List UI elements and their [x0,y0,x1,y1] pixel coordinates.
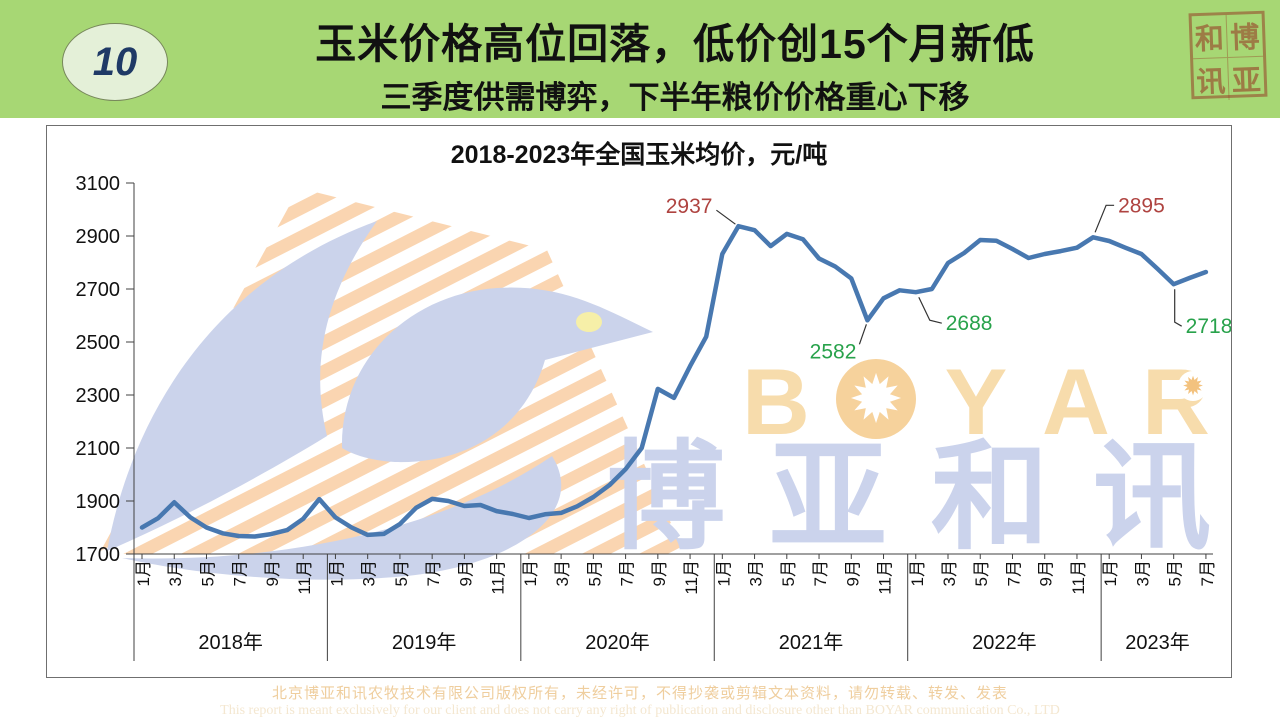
footer-disclaimer-cn: 北京博亚和讯农牧技术有限公司版权所有，未经许可，不得抄袭或剪辑文本资料，请勿转载… [271,685,1008,702]
svg-text:2021年: 2021年 [779,631,844,654]
svg-text:1月: 1月 [134,560,153,586]
svg-text:7月: 7月 [1198,560,1217,586]
chart-panel: 2018-2023年全国玉米均价，元/吨 B Y A R ✹ ✹ 博亚和讯 3100 2900 2… [46,125,1232,678]
annotations: 2937 2582 2688 2895 2718 [666,194,1231,363]
seal-char: 亚 [1231,64,1262,98]
svg-text:3100: 3100 [76,173,121,195]
svg-text:2900: 2900 [76,226,121,248]
svg-text:2023年: 2023年 [1125,631,1190,654]
svg-text:7月: 7月 [811,560,830,586]
svg-text:7月: 7月 [424,560,443,586]
svg-text:2718: 2718 [1186,315,1231,338]
company-seal-icon: 和 博 讯 亚 [1188,10,1268,102]
price-series-line [139,223,1209,539]
svg-text:Y: Y [945,349,1008,454]
svg-text:2895: 2895 [1118,194,1165,217]
svg-text:讯: 讯 [1093,432,1211,564]
svg-text:5月: 5月 [972,560,991,586]
svg-text:1月: 1月 [1101,560,1120,586]
boyar-watermark: B Y A R✹ ✹ [742,349,1210,454]
bird-logo-watermark [107,221,653,580]
svg-text:2100: 2100 [76,438,121,460]
svg-text:11月: 11月 [682,560,701,595]
chart-title: 2018-2023年全国玉米均价，元/吨 [450,141,828,169]
svg-text:7月: 7月 [618,560,637,586]
svg-text:3月: 3月 [1133,560,1152,586]
svg-text:2018年: 2018年 [198,631,263,654]
slide-title: 玉米价格高位回落，低价创15个月新低 [315,21,1035,67]
svg-text:B: B [742,349,810,454]
svg-text:2019年: 2019年 [392,631,457,654]
svg-text:3月: 3月 [747,560,766,586]
svg-text:9月: 9月 [650,560,669,586]
page-number-badge: 10 [62,23,168,101]
svg-text:2300: 2300 [76,385,121,407]
svg-text:2688: 2688 [946,312,993,335]
page-number: 10 [92,39,138,84]
svg-text:9月: 9月 [843,560,862,586]
brand-cn-watermark: 博亚和讯 [607,432,1211,564]
seal-char: 讯 [1193,57,1230,102]
svg-text:11月: 11月 [489,560,508,595]
x-axis-labels: 1月 3月 5月 7月 9月 11月 2018年 1月 3月 5月 7月 9月 11月 2019年 1月 3月… [134,554,1217,654]
svg-text:2700: 2700 [76,279,121,301]
svg-text:9月: 9月 [263,560,282,586]
svg-text:5月: 5月 [198,560,217,586]
axes [126,182,1213,661]
svg-text:✹: ✹ [848,362,903,436]
svg-text:1月: 1月 [521,560,540,586]
svg-text:3月: 3月 [940,560,959,586]
slide-header: 10 玉米价格高位回落，低价创15个月新低 三季度供需博弈，下半年粮价价格重心下… [0,0,1280,118]
svg-text:R: R [1142,349,1210,454]
y-axis-labels: 3100 2900 2700 2500 2300 2100 1900 1700 [76,173,121,566]
svg-text:3月: 3月 [553,560,572,586]
svg-text:5月: 5月 [1166,560,1185,586]
svg-text:5月: 5月 [585,560,604,586]
svg-text:11月: 11月 [1069,560,1088,595]
svg-text:11月: 11月 [876,560,895,595]
svg-text:2500: 2500 [76,332,121,354]
corn-price-line-chart: B Y A R✹ ✹博亚和讯310029002700250023002100190017… [76,173,1231,661]
slide-subtitle: 三季度供需博弈，下半年粮价价格重心下移 [380,80,970,115]
footer: 北京博亚和讯农牧技术有限公司版权所有，未经许可，不得抄袭或剪辑文本资料，请勿转载… [0,682,1280,719]
svg-text:9月: 9月 [456,560,475,586]
svg-text:9月: 9月 [1037,560,1056,586]
svg-text:博: 博 [607,432,725,564]
svg-text:3月: 3月 [166,560,185,586]
svg-text:1月: 1月 [714,560,733,586]
svg-text:1700: 1700 [76,544,121,566]
svg-text:1月: 1月 [327,560,346,586]
footer-disclaimer-en: This report is meant exclusively for our… [220,703,1060,718]
svg-text:2020年: 2020年 [585,631,650,654]
svg-text:3月: 3月 [360,560,379,586]
seal-char: 博 [1226,13,1264,58]
svg-text:亚: 亚 [769,432,887,564]
svg-text:1月: 1月 [908,560,927,586]
svg-text:2022年: 2022年 [972,631,1036,654]
svg-text:7月: 7月 [1004,560,1023,586]
svg-text:5月: 5月 [779,560,798,586]
svg-text:✹: ✹ [1182,371,1204,401]
svg-text:11月: 11月 [295,560,314,595]
seal-char: 和 [1191,15,1229,60]
svg-text:2937: 2937 [666,195,713,218]
svg-text:和: 和 [931,432,1049,564]
svg-text:1900: 1900 [76,491,121,513]
svg-text:7月: 7月 [231,560,250,586]
svg-text:2582: 2582 [810,340,857,363]
svg-text:5月: 5月 [392,560,411,586]
title-block: 玉米价格高位回落，低价创15个月新低 三季度供需博弈，下半年粮价价格重心下移 [180,0,1170,118]
svg-text:A: A [1042,349,1110,454]
